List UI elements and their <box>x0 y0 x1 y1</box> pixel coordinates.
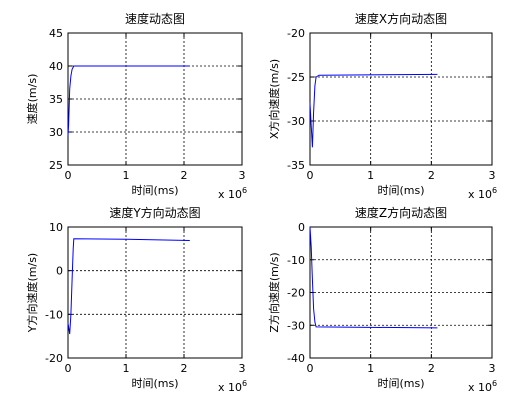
chart-speed-y: 速度Y方向动态图 时间(ms) Y方向速度(m/s) x 106 0 1 2 3 -20… <box>25 205 247 394</box>
y-axis-label: X方向速度(m/s) <box>267 59 281 139</box>
x-tick-label: 1 <box>367 169 374 182</box>
x-tick-label: 2 <box>181 362 188 375</box>
y-tick-label: -30 <box>287 319 305 332</box>
y-axis-label: Z方向速度(m/s) <box>267 252 281 332</box>
x-tick-label: 1 <box>123 362 130 375</box>
x-axis-label: 时间(ms) <box>377 184 424 197</box>
y-tick-label: 35 <box>49 93 63 106</box>
x-tick-label: 3 <box>239 362 246 375</box>
x-tick-label: 2 <box>181 169 188 182</box>
plot-area <box>309 32 493 166</box>
x-tick-label: 3 <box>239 169 246 182</box>
plot-area <box>67 32 243 166</box>
x-tick-label: 3 <box>489 362 496 375</box>
x-multiplier-label: x 106 <box>468 186 497 201</box>
y-tick-label: -20 <box>45 352 63 365</box>
x-tick-label: 3 <box>489 169 496 182</box>
series-line <box>67 238 190 335</box>
chart-title: 速度Y方向动态图 <box>109 205 200 220</box>
plot-area <box>309 226 493 359</box>
x-multiplier-label: x 106 <box>468 379 497 394</box>
x-multiplier-label: x 106 <box>218 379 247 394</box>
y-tick-label: 10 <box>49 221 63 234</box>
plot-area <box>67 226 243 359</box>
chart-speed: 速度动态图 时间(ms) 速度(m/s) x 106 0 1 2 3 25 30 35 40 4… <box>25 11 247 201</box>
chart-speed-z: 速度Z方向动态图 时间(ms) Z方向速度(m/s) x 106 0 1 2 3 -40… <box>267 205 497 394</box>
chart-title: 速度Z方向动态图 <box>355 205 447 220</box>
x-tick-label: 2 <box>428 169 435 182</box>
y-tick-label: -25 <box>287 71 305 84</box>
y-tick-label: 0 <box>56 265 63 278</box>
series-line <box>67 65 190 136</box>
x-tick-label: 1 <box>123 169 130 182</box>
x-tick-label: 0 <box>65 169 72 182</box>
x-axis-label: 时间(ms) <box>131 377 178 390</box>
chart-title: 速度动态图 <box>125 11 185 26</box>
y-axis-label: Y方向速度(m/s) <box>25 253 39 333</box>
chart-speed-x: 速度X方向动态图 时间(ms) X方向速度(m/s) x 106 0 1 2 3 -35… <box>267 11 497 201</box>
y-tick-label: -35 <box>287 159 305 172</box>
y-tick-label: 45 <box>49 27 63 40</box>
y-axis-label: 速度(m/s) <box>25 74 39 125</box>
x-tick-label: 1 <box>367 362 374 375</box>
y-tick-label: -30 <box>287 115 305 128</box>
y-tick-label: -20 <box>287 287 305 300</box>
x-tick-label: 2 <box>428 362 435 375</box>
y-tick-label: -10 <box>45 308 63 321</box>
x-axis-label: 时间(ms) <box>131 184 178 197</box>
x-axis-label: 时间(ms) <box>377 377 424 390</box>
series-line <box>309 226 438 329</box>
x-tick-label: 0 <box>307 362 314 375</box>
x-multiplier-label: x 106 <box>218 186 247 201</box>
y-tick-label: -20 <box>287 27 305 40</box>
y-tick-label: 30 <box>49 126 63 139</box>
y-tick-label: 40 <box>49 60 63 73</box>
y-tick-label: -40 <box>287 352 305 365</box>
y-tick-label: 0 <box>298 221 305 234</box>
y-tick-label: 25 <box>49 159 63 172</box>
x-tick-label: 0 <box>307 169 314 182</box>
chart-title: 速度X方向动态图 <box>355 11 447 26</box>
y-tick-label: -10 <box>287 254 305 267</box>
series-line <box>309 73 438 148</box>
x-tick-label: 0 <box>65 362 72 375</box>
